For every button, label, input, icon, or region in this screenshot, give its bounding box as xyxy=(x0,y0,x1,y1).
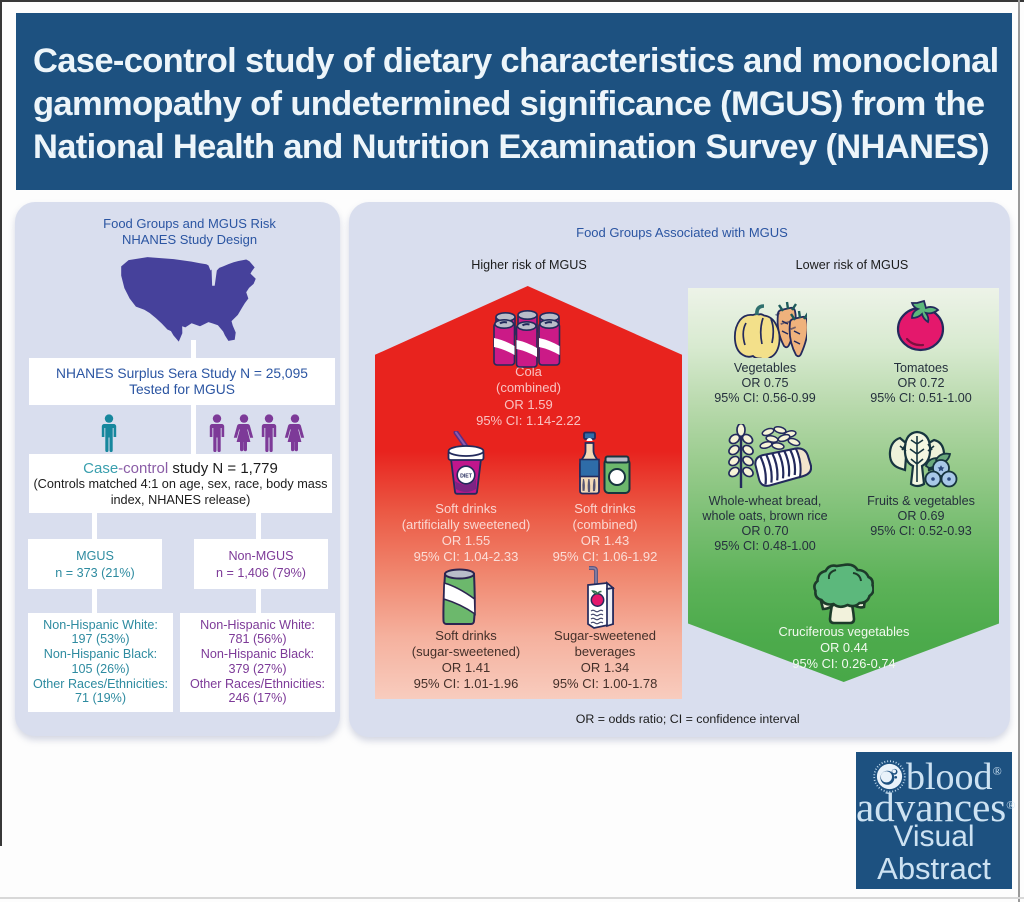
svg-text:DIET: DIET xyxy=(460,474,473,480)
